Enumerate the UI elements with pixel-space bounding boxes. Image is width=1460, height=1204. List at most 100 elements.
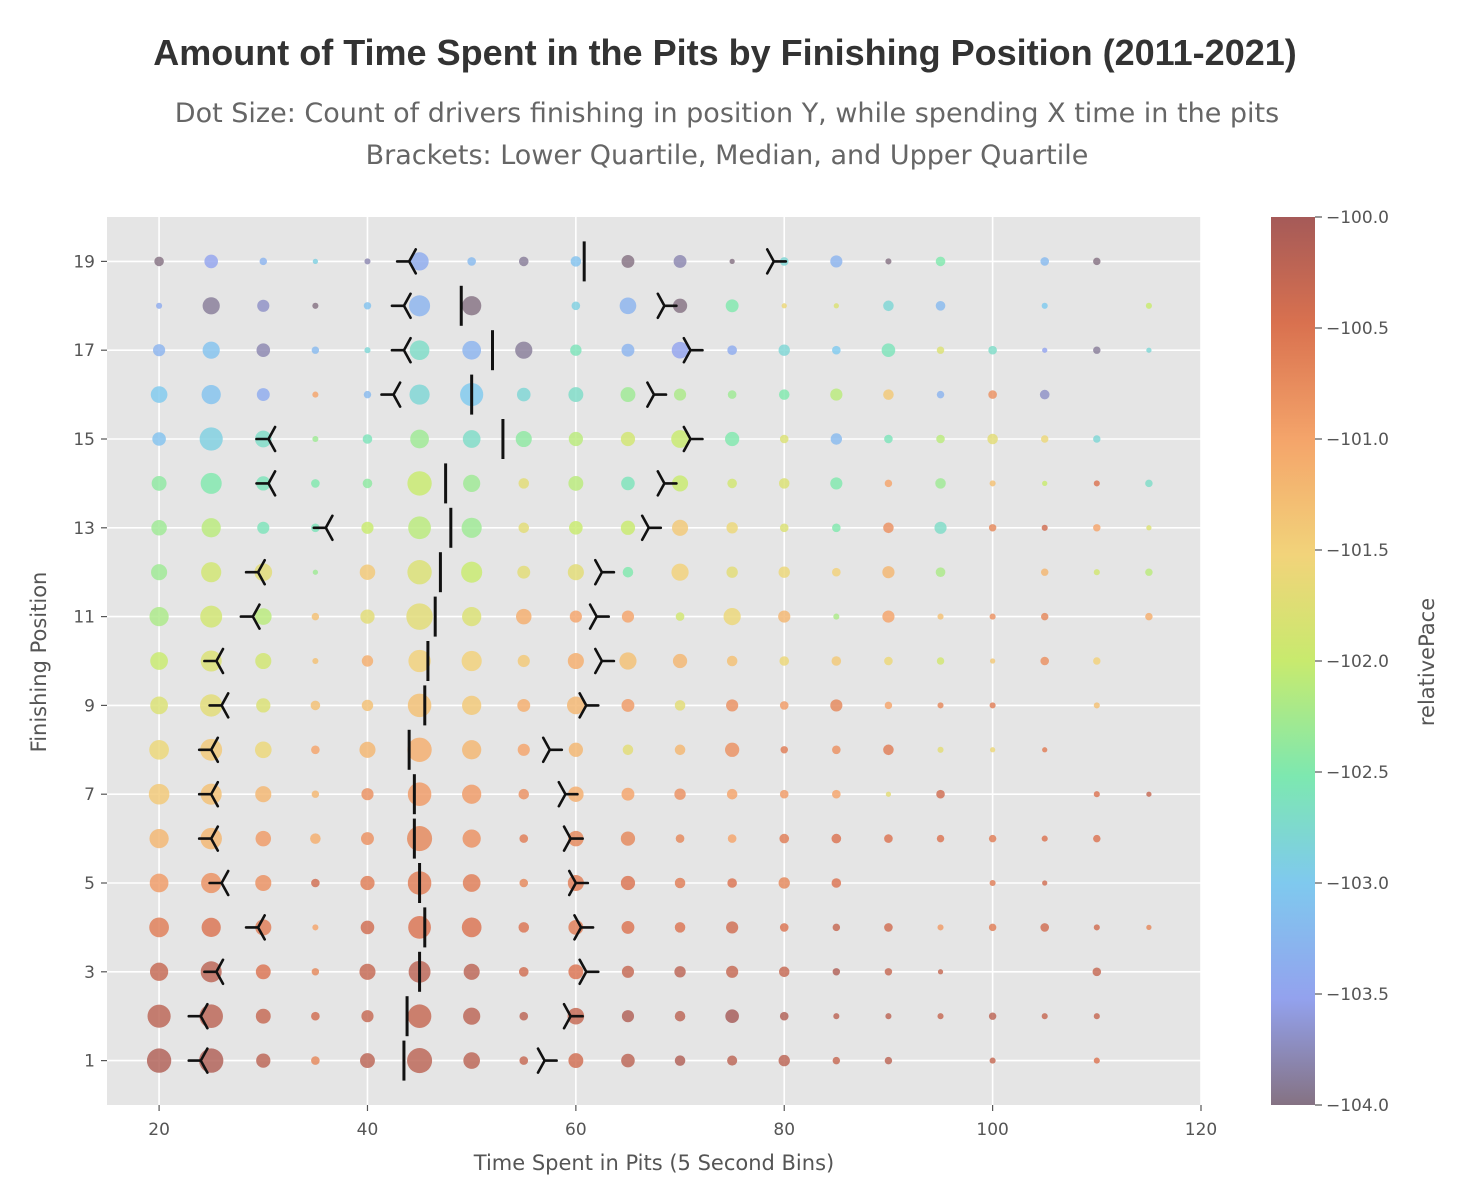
- scatter-dot: [674, 966, 686, 978]
- scatter-dot: [312, 657, 319, 665]
- scatter-dot: [937, 702, 944, 709]
- scatter-dot: [831, 878, 842, 888]
- scatter-dot: [201, 518, 221, 538]
- scatter-dot: [1040, 568, 1049, 576]
- scatter-dot: [407, 560, 432, 585]
- scatter-dot: [833, 613, 840, 620]
- lower-quartile-mark: [239, 603, 261, 630]
- scatter-dot: [673, 254, 687, 268]
- colorbar: [1271, 217, 1315, 1105]
- y-axis-label: Finishing Position: [27, 572, 51, 753]
- scatter-dot: [1093, 569, 1100, 576]
- scatter-dot: [937, 746, 944, 753]
- scatter-dots: [146, 252, 1153, 1074]
- scatter-dot: [675, 612, 685, 621]
- chart-subtitle-brackets: Brackets: Lower Quartile, Median, and Up…: [365, 140, 1089, 171]
- scatter-dot: [621, 343, 635, 357]
- upper-quartile-mark: [594, 558, 616, 586]
- scatter-dot: [672, 653, 688, 669]
- scatter-dot: [1042, 480, 1048, 487]
- scatter-dot: [156, 302, 163, 309]
- scatter-dot: [1146, 525, 1152, 531]
- scatter-dot: [519, 834, 529, 843]
- scatter-dot: [199, 1004, 223, 1028]
- scatter-dot: [568, 431, 583, 447]
- scatter-dot: [362, 478, 373, 489]
- scatter-dot: [989, 613, 996, 620]
- lower-quartile-mark: [208, 692, 230, 719]
- scatter-dot: [621, 476, 635, 491]
- scatter-dot: [518, 966, 529, 977]
- scatter-dot: [150, 386, 168, 403]
- scatter-dot: [1041, 835, 1048, 842]
- scatter-dot: [519, 878, 529, 888]
- colorbar-tick-label: −103.0: [1326, 874, 1389, 894]
- scatter-dot: [361, 521, 374, 534]
- scatter-dot: [255, 964, 271, 980]
- y-tick-label: 13: [73, 519, 95, 539]
- scatter-dot: [988, 923, 997, 932]
- colorbar-tick-label: −102.5: [1326, 763, 1389, 783]
- scatter-dot: [410, 252, 429, 271]
- scatter-dot: [568, 742, 583, 757]
- scatter-dot: [987, 433, 998, 445]
- scatter-dot: [310, 700, 321, 711]
- scatter-dot: [779, 656, 790, 666]
- scatter-dot: [407, 471, 432, 496]
- scatter-dot: [778, 610, 791, 623]
- scatter-dot: [1093, 524, 1101, 532]
- scatter-dot: [725, 1009, 739, 1023]
- lower-quartile-mark: [197, 780, 220, 808]
- scatter-dot: [621, 787, 635, 801]
- scatter-dot: [467, 257, 476, 266]
- scatter-dot: [781, 303, 787, 309]
- scatter-dot: [1042, 347, 1048, 353]
- upper-quartile-mark: [682, 336, 704, 364]
- scatter-dot: [517, 698, 531, 712]
- scatter-dot: [830, 388, 843, 401]
- scatter-dot: [830, 433, 843, 445]
- scatter-dot: [360, 875, 375, 891]
- x-tick-label: 100: [976, 1120, 1008, 1140]
- scatter-dot: [568, 475, 584, 491]
- scatter-dot: [407, 693, 432, 718]
- scatter-dot: [621, 254, 635, 268]
- scatter-dot: [1093, 657, 1101, 665]
- colorbar-tick-label: −101.0: [1326, 430, 1389, 450]
- scatter-dot: [311, 790, 320, 798]
- scatter-dot: [989, 702, 996, 709]
- scatter-dot: [882, 610, 895, 623]
- scatter-dot: [311, 1011, 320, 1021]
- scatter-dot: [256, 698, 271, 713]
- scatter-dot: [988, 390, 997, 399]
- scatter-dot: [311, 1056, 320, 1065]
- scatter-dot: [671, 563, 689, 581]
- scatter-dot: [989, 658, 996, 664]
- scatter-dot: [255, 1008, 271, 1024]
- scatter-dot: [1145, 302, 1152, 309]
- scatter-dot: [619, 297, 637, 315]
- scatter-dot: [462, 340, 482, 360]
- scatter-dot: [619, 652, 637, 670]
- upper-quartile-mark: [541, 736, 564, 764]
- scatter-dot: [621, 920, 635, 934]
- scatter-dot: [780, 746, 788, 754]
- scatter-dot: [256, 1053, 271, 1068]
- scatter-dot: [727, 878, 737, 888]
- scatter-dot: [201, 562, 222, 583]
- scatter-dot: [830, 255, 843, 268]
- scatter-dot: [1040, 612, 1049, 621]
- scatter-dot: [310, 833, 321, 844]
- scatter-dot: [148, 783, 170, 805]
- scatter-dot: [259, 257, 268, 266]
- scatter-dot: [360, 920, 375, 935]
- scatter-dot: [671, 430, 689, 448]
- scatter-dot: [620, 387, 636, 403]
- scatter-dot: [779, 789, 789, 799]
- scatter-dot: [407, 737, 432, 762]
- scatter-dot: [1145, 479, 1153, 488]
- lower-quartile-mark: [312, 514, 334, 542]
- scatter-dot: [672, 519, 689, 536]
- upper-quartile-mark: [765, 248, 788, 275]
- scatter-dot: [312, 302, 319, 309]
